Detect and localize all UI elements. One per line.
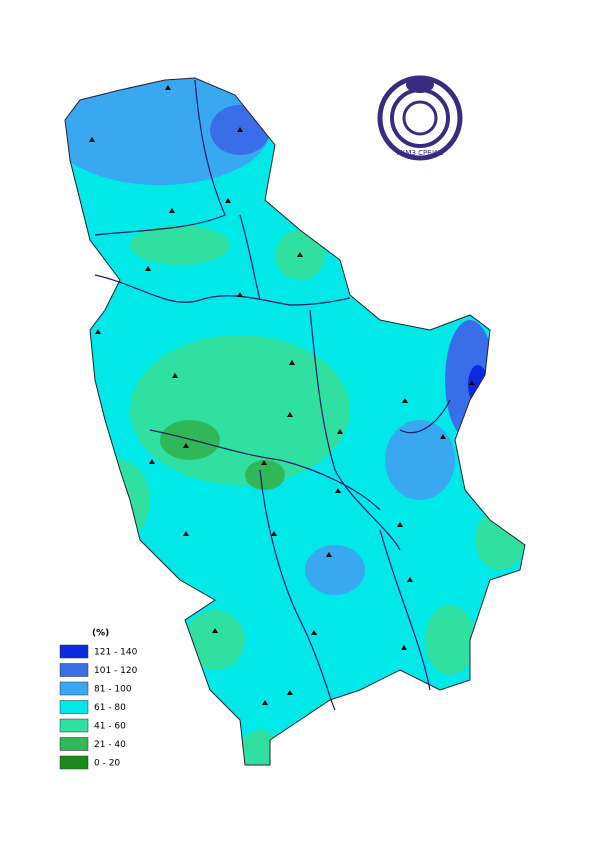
legend-label: 121 - 140 (94, 648, 138, 658)
legend: 121 - 140 101 - 120 81 - 100 61 - 80 41 - 60… (59, 644, 138, 770)
legend-swatch (59, 700, 89, 714)
legend-label: 101 - 120 (94, 666, 138, 676)
stations (89, 85, 475, 705)
logo: РХМЗ СРБИЈЕ (377, 75, 463, 161)
legend-swatch (59, 663, 89, 677)
legend-swatch (59, 681, 89, 696)
logo-text: РХМЗ СРБИЈЕ (396, 149, 443, 157)
legend-label: 41 - 60 (94, 722, 126, 732)
legend-label: 21 - 40 (94, 740, 126, 750)
legend-label: 0 - 20 (94, 759, 120, 769)
legend-swatch (59, 755, 89, 770)
legend-swatch (59, 718, 89, 733)
legend-swatch (59, 737, 89, 751)
legend-label: 61 - 80 (94, 703, 126, 713)
rivers (94, 79, 451, 711)
legend-swatch (59, 644, 89, 659)
legend-label: 81 - 100 (94, 685, 132, 695)
legend-title: (%) (92, 629, 109, 639)
